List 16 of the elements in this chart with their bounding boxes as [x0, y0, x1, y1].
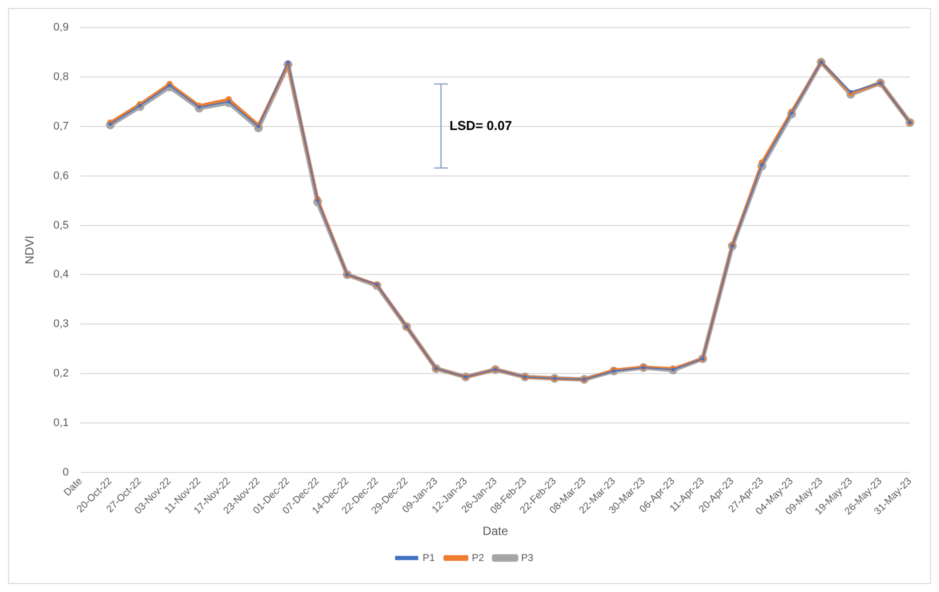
y-tick-label: 0,6 [53, 170, 69, 182]
x-axis-title: Date [482, 524, 508, 538]
y-tick-label: 0,1 [53, 416, 69, 429]
legend-label: P1 [422, 552, 436, 564]
legend-label: P2 [472, 552, 485, 564]
y-tick-label: 0,4 [53, 268, 69, 281]
y-axis-title: NDVI [22, 236, 37, 264]
y-tick-label: 0,5 [53, 219, 69, 232]
y-tick-label: 0,7 [53, 120, 69, 132]
annotation: LSD= 0.07 [449, 118, 512, 133]
legend-label: P3 [521, 552, 534, 564]
y-tick-label: 0 [62, 466, 69, 478]
y-tick-label: 0,8 [53, 71, 69, 84]
y-tick-label: 0,9 [53, 22, 69, 34]
y-tick-label: 0,2 [53, 368, 69, 380]
y-tick-label: 0,3 [53, 318, 69, 330]
